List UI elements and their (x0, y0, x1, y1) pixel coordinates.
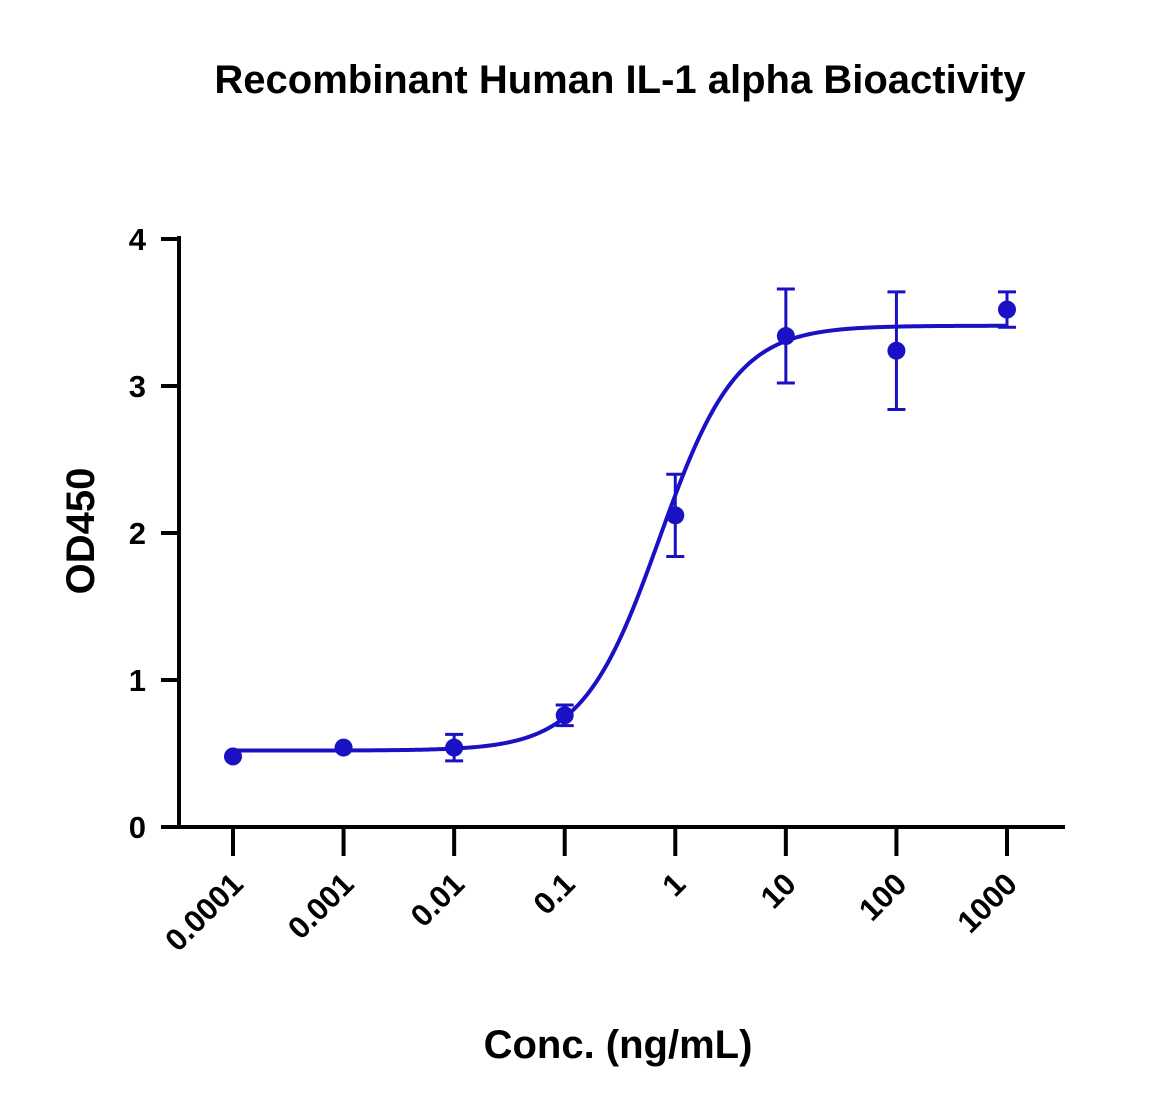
data-point-5 (776, 327, 795, 346)
plot-area: 0 1 2 3 4 0.0001 0.001 0.01 0.1 1 10 100 1000 (129, 222, 1065, 958)
y-tick-label-2: 2 (129, 516, 146, 551)
x-tick-label-0: 0.0001 (158, 866, 250, 958)
data-point-4 (666, 506, 685, 525)
x-axis-ticks: 0.0001 0.001 0.01 0.1 1 10 100 1000 (158, 827, 1024, 958)
data-point-1 (334, 738, 353, 757)
chart-title: Recombinant Human IL-1 alpha Bioactivity (214, 58, 1026, 102)
x-tick-label-4: 1 (655, 866, 692, 903)
y-tick-label-4: 4 (129, 222, 147, 257)
data-point-7 (998, 300, 1016, 319)
data-point-3 (555, 706, 574, 725)
y-axis-label: OD450 (59, 468, 103, 595)
data-points (224, 300, 1016, 766)
x-tick-label-5: 10 (754, 866, 803, 915)
y-tick-label-0: 0 (129, 810, 146, 845)
x-tick-label-6: 100 (852, 866, 913, 927)
x-tick-label-1: 0.001 (281, 866, 361, 946)
fit-curve (233, 323, 1007, 753)
error-bars (445, 287, 1016, 763)
y-tick-label-1: 1 (129, 663, 146, 698)
y-axis-ticks: 0 1 2 3 4 (129, 222, 179, 845)
x-axis-label: Conc. (ng/mL) (484, 1023, 753, 1067)
x-tick-label-2: 0.01 (404, 866, 471, 933)
x-tick-label-7: 1000 (950, 866, 1024, 940)
x-tick-label-3: 0.1 (526, 866, 581, 921)
data-point-0 (224, 747, 242, 766)
data-point-2 (445, 738, 464, 757)
data-point-6 (887, 341, 906, 360)
y-tick-label-3: 3 (129, 369, 146, 404)
